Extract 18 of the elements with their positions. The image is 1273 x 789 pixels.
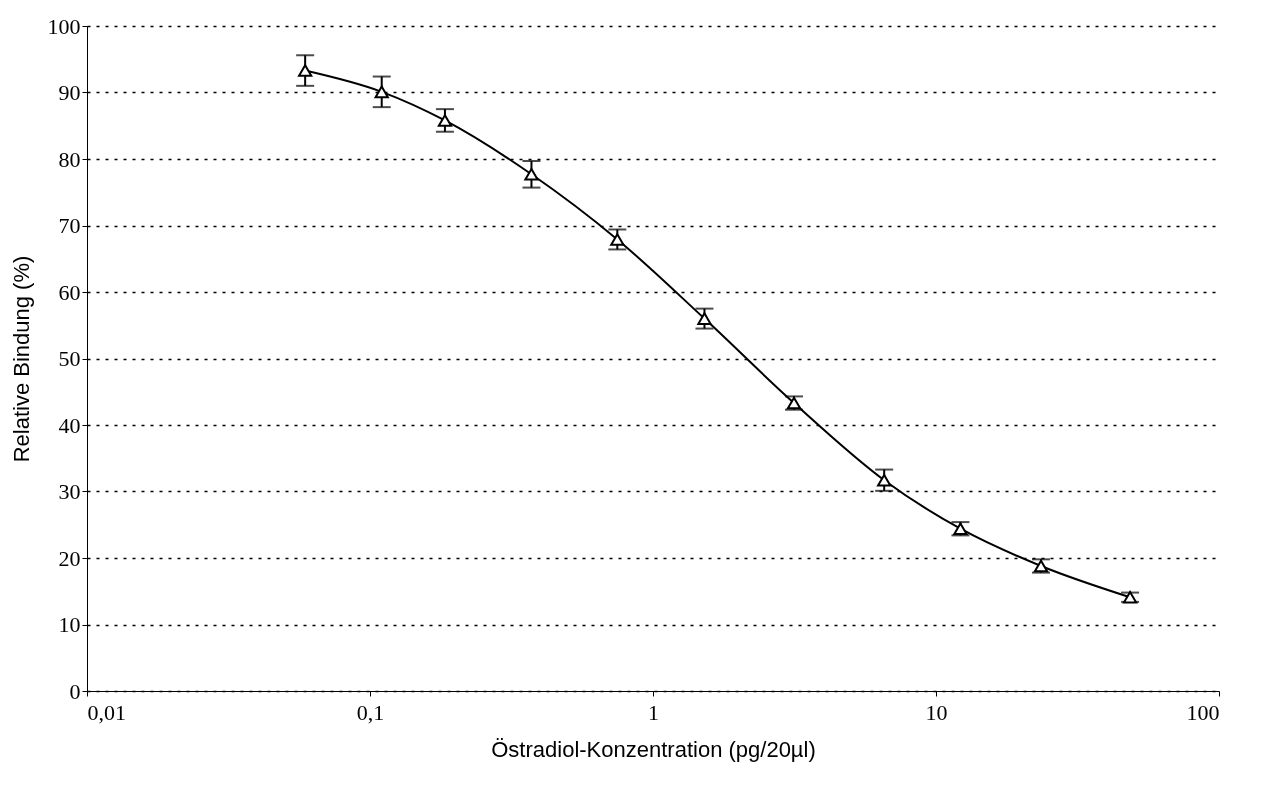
y-tick-label: 40 bbox=[58, 412, 81, 438]
x-axis-title: Östradiol-Konzentration (pg/20µl) bbox=[491, 736, 816, 762]
x-tick-label: 1 bbox=[648, 699, 659, 725]
x-tick-label: 100 bbox=[1186, 699, 1220, 725]
y-tick-label: 30 bbox=[58, 479, 81, 504]
y-tick-label: 90 bbox=[58, 80, 81, 105]
y-tick-label: 50 bbox=[58, 346, 81, 371]
y-tick-label: 80 bbox=[58, 146, 81, 172]
y-tick-label: 100 bbox=[47, 13, 81, 39]
y-tick-label: 10 bbox=[58, 612, 81, 637]
x-tick-label: 10 bbox=[925, 699, 948, 725]
y-tick-label: 20 bbox=[58, 545, 81, 571]
x-tick-label: 0,1 bbox=[356, 699, 385, 725]
y-tick-label: 60 bbox=[58, 279, 81, 305]
y-tick-label: 70 bbox=[58, 213, 81, 238]
y-tick-label: 0 bbox=[69, 678, 81, 704]
y-axis-title: Relative Bindung (%) bbox=[8, 255, 34, 463]
x-tick-label: 0,01 bbox=[87, 699, 126, 725]
